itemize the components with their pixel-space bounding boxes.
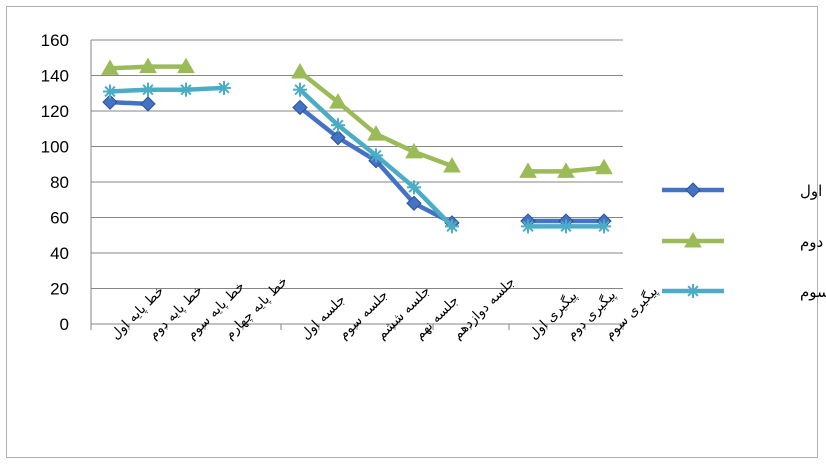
legend-label: بیمار اول bbox=[800, 182, 826, 200]
data-point bbox=[179, 82, 193, 97]
y-tick-label: 120 bbox=[41, 102, 69, 121]
x-tick-label: جلسه دوازدهم bbox=[450, 274, 519, 343]
data-point bbox=[331, 118, 345, 133]
legend-label: بیمار سوم bbox=[800, 283, 826, 301]
y-axis: 0 20 40 60 80 100 120 140 160 bbox=[41, 31, 92, 334]
data-point bbox=[443, 157, 461, 173]
data-point bbox=[595, 158, 613, 175]
data-point bbox=[292, 99, 308, 116]
series-2 bbox=[101, 57, 613, 178]
data-point bbox=[101, 59, 119, 75]
legend-item: بیمار دوم bbox=[662, 231, 826, 251]
data-point bbox=[684, 231, 702, 248]
data-point bbox=[217, 80, 231, 95]
data-point bbox=[329, 93, 347, 109]
data-point bbox=[405, 142, 423, 159]
y-tick-label: 60 bbox=[50, 209, 69, 228]
data-point bbox=[139, 57, 157, 74]
y-tick-label: 0 bbox=[60, 315, 69, 334]
data-point bbox=[330, 129, 346, 146]
legend-label: بیمار دوم bbox=[800, 233, 826, 251]
data-point bbox=[367, 125, 385, 141]
data-point bbox=[519, 162, 537, 178]
data-point bbox=[177, 57, 195, 74]
y-tick-label: 20 bbox=[50, 280, 69, 299]
y-tick-label: 100 bbox=[41, 138, 69, 157]
data-point bbox=[557, 162, 575, 178]
data-point bbox=[291, 62, 309, 79]
legend: بیمار اول بیمار دوم بیمار سوم bbox=[662, 182, 826, 301]
y-tick-label: 40 bbox=[50, 244, 69, 263]
y-tick-label: 160 bbox=[41, 31, 69, 50]
data-point bbox=[293, 82, 307, 97]
data-point bbox=[597, 219, 611, 234]
data-point bbox=[140, 96, 156, 112]
data-point bbox=[559, 219, 573, 234]
data-point bbox=[407, 180, 421, 195]
chart-frame bbox=[6, 6, 818, 458]
series-line bbox=[109, 85, 225, 94]
y-tick-label: 140 bbox=[41, 67, 69, 86]
data-point bbox=[103, 84, 117, 99]
legend-item: بیمار اول bbox=[662, 182, 826, 200]
data-point bbox=[521, 219, 535, 234]
data-point bbox=[685, 182, 701, 198]
data-point bbox=[369, 148, 383, 163]
data-point bbox=[102, 94, 118, 110]
series-group bbox=[101, 57, 613, 234]
series-3 bbox=[103, 80, 611, 234]
data-point bbox=[445, 219, 459, 234]
y-tick-label: 80 bbox=[50, 173, 69, 192]
data-point bbox=[686, 284, 700, 298]
data-point bbox=[141, 82, 155, 97]
gridlines bbox=[91, 39, 623, 289]
data-point bbox=[406, 195, 422, 212]
legend-item: بیمار سوم bbox=[662, 283, 826, 301]
